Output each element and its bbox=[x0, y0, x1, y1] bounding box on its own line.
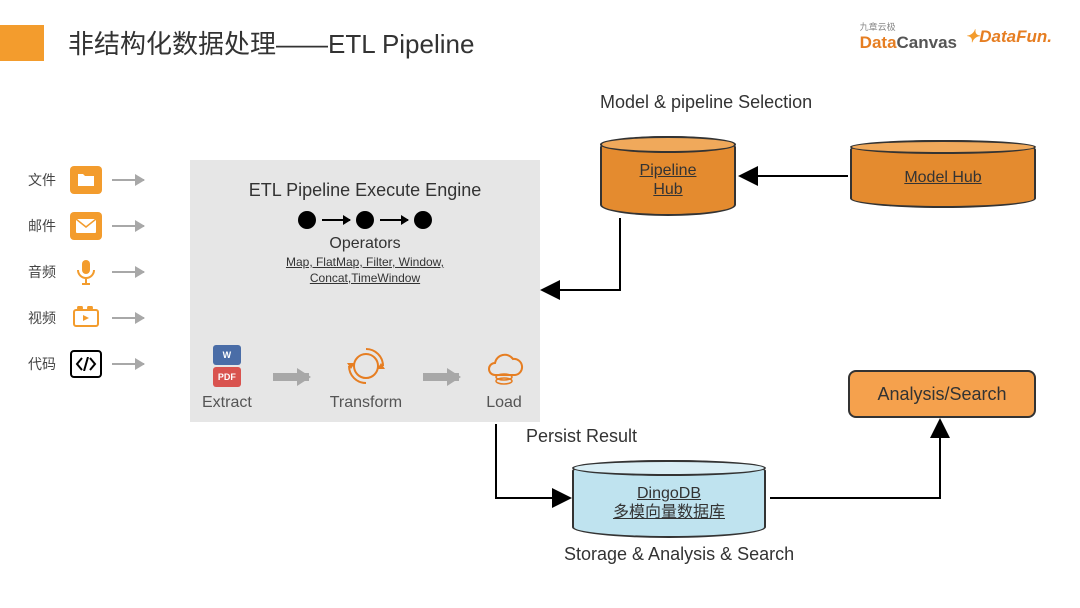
arrow-icon bbox=[112, 363, 144, 365]
folder-icon bbox=[70, 166, 102, 194]
transform-step: Transform bbox=[330, 342, 402, 412]
datacanvas-subtitle: 九章云极 bbox=[860, 20, 957, 33]
op-arrow-icon bbox=[322, 219, 350, 221]
input-row-video: 视频 bbox=[28, 304, 144, 332]
logo-area: 九章云极 DataCanvas ✦DataFun. bbox=[860, 20, 1052, 53]
input-label-video: 视频 bbox=[28, 308, 60, 328]
etl-engine-box: ETL Pipeline Execute Engine Operators Ma… bbox=[190, 160, 540, 422]
input-label-file: 文件 bbox=[28, 170, 60, 190]
load-step: Load bbox=[480, 342, 528, 412]
analysis-search-box: Analysis/Search bbox=[848, 370, 1036, 418]
op-node-icon bbox=[414, 211, 432, 229]
input-row-file: 文件 bbox=[28, 166, 144, 194]
extract-label: Extract bbox=[202, 394, 252, 412]
title-bar: 非结构化数据处理——ETL Pipeline bbox=[0, 24, 474, 61]
op-arrow-icon bbox=[380, 219, 408, 221]
transform-icon bbox=[342, 342, 390, 390]
input-row-code: 代码 bbox=[28, 350, 144, 378]
input-row-audio: 音频 bbox=[28, 258, 144, 286]
mic-icon bbox=[70, 258, 102, 286]
input-sources-column: 文件 邮件 音频 视频 代码 bbox=[28, 166, 144, 378]
pipeline-hub-cylinder: Pipeline Hub bbox=[600, 136, 736, 216]
persist-result-label: Persist Result bbox=[526, 426, 637, 447]
model-hub-label: Model Hub bbox=[904, 168, 981, 187]
arrow-icon bbox=[423, 373, 459, 381]
title-accent-block bbox=[0, 25, 44, 61]
mail-icon bbox=[70, 212, 102, 240]
operators-label: Operators bbox=[202, 235, 528, 253]
datafun-logo: ✦DataFun. bbox=[965, 27, 1052, 47]
datacanvas-logo: 九章云极 DataCanvas bbox=[860, 20, 957, 53]
arrow-icon bbox=[273, 373, 309, 381]
load-icon bbox=[480, 342, 528, 390]
arrow-icon bbox=[112, 225, 144, 227]
operator-chain bbox=[202, 211, 528, 229]
video-icon bbox=[70, 304, 102, 332]
extract-icon: W PDF bbox=[203, 342, 251, 390]
dingodb-label: DingoDB 多模向量数据库 bbox=[613, 484, 725, 522]
model-hub-cylinder: Model Hub bbox=[850, 140, 1036, 208]
input-label-mail: 邮件 bbox=[28, 216, 60, 236]
arrow-icon bbox=[112, 271, 144, 273]
input-label-audio: 音频 bbox=[28, 262, 60, 282]
connector-arrows bbox=[0, 0, 1080, 608]
transform-label: Transform bbox=[330, 394, 402, 412]
page-title: 非结构化数据处理——ETL Pipeline bbox=[68, 24, 474, 61]
etl-steps-row: W PDF Extract Transform Load bbox=[202, 342, 528, 412]
selection-label: Model & pipeline Selection bbox=[600, 92, 812, 113]
analysis-search-label: Analysis/Search bbox=[877, 384, 1006, 405]
code-icon bbox=[70, 350, 102, 378]
engine-title: ETL Pipeline Execute Engine bbox=[202, 180, 528, 201]
operators-list: Map, FlatMap, Filter, Window, Concat,Tim… bbox=[202, 255, 528, 286]
op-node-icon bbox=[298, 211, 316, 229]
arrow-icon bbox=[112, 317, 144, 319]
op-node-icon bbox=[356, 211, 374, 229]
arrow-icon bbox=[112, 179, 144, 181]
load-label: Load bbox=[486, 394, 522, 412]
extract-step: W PDF Extract bbox=[202, 342, 252, 412]
input-label-code: 代码 bbox=[28, 354, 60, 374]
dingodb-cylinder: DingoDB 多模向量数据库 bbox=[572, 460, 766, 538]
input-row-mail: 邮件 bbox=[28, 212, 144, 240]
storage-label: Storage & Analysis & Search bbox=[564, 544, 794, 565]
pipeline-hub-label: Pipeline Hub bbox=[640, 161, 697, 199]
